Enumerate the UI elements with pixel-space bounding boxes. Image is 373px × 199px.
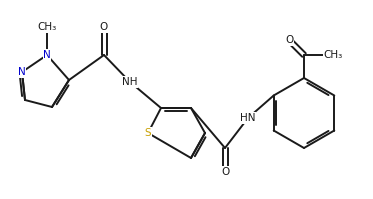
Text: N: N xyxy=(18,67,26,77)
Text: N: N xyxy=(43,50,51,60)
Text: CH₃: CH₃ xyxy=(323,50,343,60)
Text: O: O xyxy=(221,167,229,177)
Text: O: O xyxy=(285,35,293,45)
Text: S: S xyxy=(145,128,151,138)
Text: CH₃: CH₃ xyxy=(37,22,57,32)
Text: HN: HN xyxy=(240,113,256,123)
Text: O: O xyxy=(100,22,108,32)
Text: NH: NH xyxy=(122,77,138,87)
